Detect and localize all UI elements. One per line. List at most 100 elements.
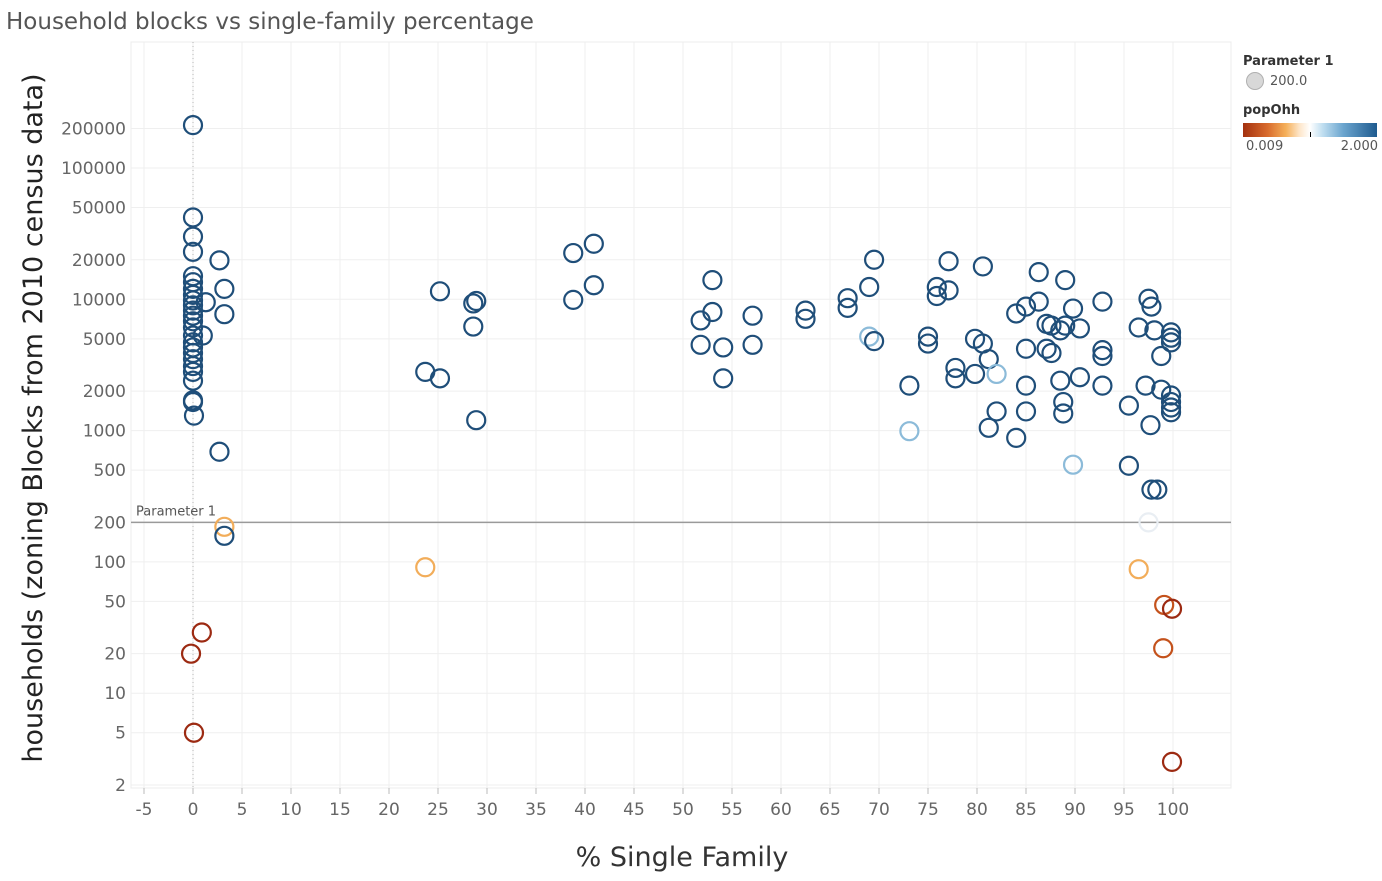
scatter-point[interactable] bbox=[1050, 320, 1071, 341]
scatter-point[interactable] bbox=[182, 349, 204, 370]
scatter-point[interactable] bbox=[690, 310, 711, 331]
scatter-point[interactable] bbox=[191, 622, 212, 643]
scatter-point[interactable] bbox=[690, 334, 711, 355]
scatter-point[interactable] bbox=[1055, 270, 1076, 291]
scatter-point[interactable] bbox=[183, 405, 205, 426]
scatter-point[interactable] bbox=[1128, 559, 1149, 580]
scatter-point[interactable] bbox=[1118, 395, 1140, 416]
scatter-point[interactable] bbox=[1015, 375, 1037, 396]
scatter-point[interactable] bbox=[837, 297, 858, 319]
scatter-point[interactable] bbox=[1161, 598, 1183, 619]
scatter-point[interactable] bbox=[1062, 454, 1084, 475]
scatter-point[interactable] bbox=[1028, 262, 1049, 283]
scatter-point[interactable] bbox=[1160, 391, 1182, 413]
scatter-point[interactable] bbox=[1028, 291, 1049, 312]
scatter-point[interactable] bbox=[209, 441, 230, 462]
scatter-point[interactable] bbox=[837, 288, 858, 309]
scatter-point[interactable] bbox=[1006, 427, 1027, 448]
scatter-point[interactable] bbox=[183, 722, 205, 743]
scatter-point[interactable] bbox=[466, 290, 487, 312]
scatter-point[interactable] bbox=[182, 290, 204, 311]
scatter-point[interactable] bbox=[583, 275, 604, 296]
scatter-point[interactable] bbox=[917, 326, 939, 347]
scatter-point[interactable] bbox=[1144, 320, 1165, 341]
scatter-point[interactable] bbox=[182, 311, 204, 332]
scatter-point[interactable] bbox=[938, 280, 959, 301]
scatter-point[interactable] bbox=[182, 295, 204, 316]
scatter-point[interactable] bbox=[182, 370, 204, 391]
scatter-point[interactable] bbox=[429, 281, 451, 302]
scatter-point[interactable] bbox=[182, 241, 204, 262]
scatter-point[interactable] bbox=[1138, 512, 1159, 533]
scatter-point[interactable] bbox=[1151, 379, 1172, 400]
scatter-point[interactable] bbox=[945, 357, 966, 379]
scatter-point[interactable] bbox=[1069, 367, 1091, 388]
scatter-point[interactable] bbox=[713, 368, 734, 389]
scatter-point[interactable] bbox=[926, 285, 947, 307]
scatter-point[interactable] bbox=[1160, 397, 1182, 418]
scatter-point[interactable] bbox=[1151, 345, 1172, 367]
scatter-point[interactable] bbox=[1160, 385, 1182, 406]
data-points[interactable] bbox=[180, 115, 1183, 772]
scatter-point[interactable] bbox=[938, 251, 959, 272]
scatter-point[interactable] bbox=[182, 278, 204, 300]
scatter-point[interactable] bbox=[182, 115, 204, 136]
scatter-point[interactable] bbox=[899, 375, 920, 396]
scatter-point[interactable] bbox=[1118, 455, 1140, 476]
scatter-point[interactable] bbox=[1015, 296, 1037, 317]
scatter-point[interactable] bbox=[1053, 403, 1074, 424]
scatter-point[interactable] bbox=[945, 368, 966, 389]
scatter-point[interactable] bbox=[415, 557, 436, 578]
scatter-point[interactable] bbox=[563, 242, 584, 264]
scatter-point[interactable] bbox=[972, 256, 993, 277]
scatter-point[interactable] bbox=[917, 333, 939, 354]
scatter-point[interactable] bbox=[899, 421, 920, 442]
scatter-point[interactable] bbox=[429, 368, 451, 389]
scatter-point[interactable] bbox=[1053, 391, 1074, 413]
scatter-point[interactable] bbox=[180, 643, 202, 664]
scatter-point[interactable] bbox=[1092, 345, 1113, 367]
scatter-point[interactable] bbox=[1092, 375, 1113, 396]
size-legend-item[interactable]: 200.0 bbox=[1243, 71, 1379, 91]
scatter-point[interactable] bbox=[1135, 375, 1156, 396]
scatter-point[interactable] bbox=[583, 233, 604, 254]
scatter-point[interactable] bbox=[1160, 322, 1182, 343]
scatter-point[interactable] bbox=[1161, 751, 1183, 772]
scatter-point[interactable] bbox=[214, 304, 235, 325]
scatter-point[interactable] bbox=[1015, 401, 1037, 422]
color-gradient-bar[interactable] bbox=[1243, 123, 1377, 137]
scatter-point[interactable] bbox=[1128, 317, 1149, 338]
scatter-point[interactable] bbox=[182, 207, 204, 228]
scatter-point[interactable] bbox=[463, 293, 484, 314]
scatter-point[interactable] bbox=[1092, 340, 1113, 361]
scatter-point[interactable] bbox=[1055, 315, 1076, 336]
scatter-point[interactable] bbox=[214, 525, 235, 546]
scatter-point[interactable] bbox=[1036, 338, 1057, 359]
scatter-point[interactable] bbox=[182, 226, 204, 247]
scatter-point[interactable] bbox=[1153, 638, 1174, 659]
scatter-point[interactable] bbox=[182, 355, 204, 377]
scatter-point[interactable] bbox=[795, 308, 816, 329]
scatter-point[interactable] bbox=[1160, 402, 1182, 423]
scatter-point[interactable] bbox=[463, 316, 484, 337]
scatter-point[interactable] bbox=[1015, 338, 1037, 359]
scatter-point[interactable] bbox=[986, 363, 1007, 385]
scatter-point[interactable] bbox=[986, 401, 1007, 422]
scatter-point[interactable] bbox=[702, 270, 723, 291]
scatter-point[interactable] bbox=[1069, 318, 1091, 339]
scatter-point[interactable] bbox=[1041, 342, 1062, 364]
scatter-point[interactable] bbox=[1141, 296, 1162, 317]
scatter-point[interactable] bbox=[1160, 332, 1182, 353]
scatter-point[interactable] bbox=[859, 326, 880, 347]
scatter-point[interactable] bbox=[209, 250, 230, 271]
scatter-point[interactable] bbox=[466, 410, 487, 431]
scatter-point[interactable] bbox=[182, 305, 204, 326]
scatter-point[interactable] bbox=[563, 289, 584, 310]
scatter-point[interactable] bbox=[1092, 291, 1113, 312]
scatter-point[interactable] bbox=[1050, 370, 1071, 391]
scatter-point[interactable] bbox=[1141, 479, 1162, 500]
scatter-point[interactable] bbox=[863, 331, 885, 352]
scatter-point[interactable] bbox=[795, 300, 816, 321]
scatter-point[interactable] bbox=[713, 337, 734, 358]
scatter-point[interactable] bbox=[978, 417, 999, 438]
